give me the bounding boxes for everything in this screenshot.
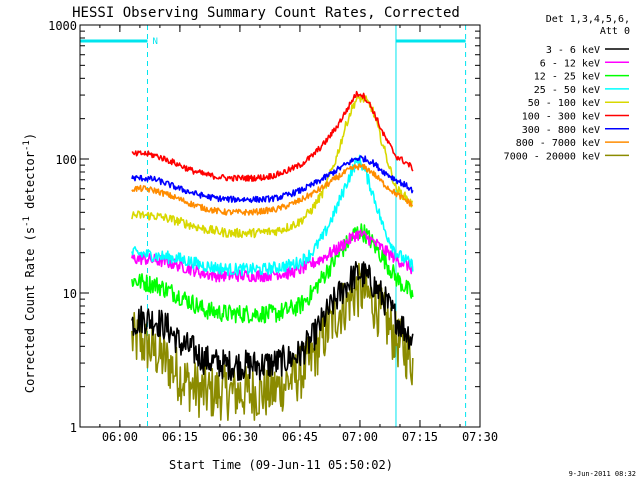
series-line-100-300kev bbox=[131, 90, 414, 182]
x-tick-label: 06:00 bbox=[102, 430, 138, 444]
x-tick-label: 07:00 bbox=[342, 430, 378, 444]
series-layer bbox=[131, 90, 414, 421]
legend-label: 50 - 100 keV bbox=[528, 98, 600, 109]
night-label: N bbox=[152, 37, 157, 47]
series-line-12-25kev bbox=[131, 223, 414, 324]
legend: 3 - 6 keV 6 - 12 keV 12 - 25 keV 25 - 50 ke… bbox=[504, 45, 629, 162]
legend-header-line-2: Att 0 bbox=[600, 26, 630, 37]
y-tick-label: 1000 bbox=[48, 19, 77, 33]
chart-title: HESSI Observing Summary Count Rates, Cor… bbox=[72, 5, 460, 21]
x-tick-label: 07:30 bbox=[462, 430, 498, 444]
series-line-3-6kev bbox=[131, 261, 414, 382]
x-tick-label: 06:45 bbox=[282, 430, 318, 444]
legend-header-line-1: Det 1,3,4,5,6, bbox=[546, 14, 630, 25]
plot-frame bbox=[79, 24, 481, 428]
legend-label: 3 - 6 keV bbox=[546, 45, 600, 56]
legend-label: 7000 - 20000 keV bbox=[504, 151, 600, 162]
series-line-800-7000kev bbox=[131, 163, 414, 216]
timestamp: 9-Jun-2011 08:32 bbox=[569, 470, 636, 478]
y-tick-label: 1 bbox=[70, 421, 77, 435]
x-tick-label: 06:15 bbox=[162, 430, 198, 444]
legend-label: 25 - 50 keV bbox=[534, 85, 600, 96]
y-axis-label: Corrected Count Rate (s-1 detector-1) bbox=[22, 133, 37, 393]
legend-label: 12 - 25 keV bbox=[534, 72, 600, 83]
legend-label: 300 - 800 keV bbox=[522, 125, 600, 136]
x-tick-label: 06:30 bbox=[222, 430, 258, 444]
series-line-50-100kev bbox=[131, 94, 414, 239]
x-axis-label: Start Time (09-Jun-11 05:50:02) bbox=[169, 458, 393, 472]
legend-label: 6 - 12 keV bbox=[540, 58, 600, 69]
y-tick-label: 100 bbox=[55, 153, 77, 167]
legend-label: 100 - 300 keV bbox=[522, 112, 600, 123]
x-tick-label: 07:15 bbox=[402, 430, 438, 444]
legend-label: 800 - 7000 keV bbox=[516, 138, 600, 149]
axes: 06:00 06:15 06:30 06:45 07:00 07:15 07:30 1 10 10… bbox=[48, 19, 498, 444]
y-tick-label: 10 bbox=[63, 287, 77, 301]
series-line-300-800kev bbox=[131, 155, 414, 204]
series-line-25-50kev bbox=[131, 154, 414, 277]
